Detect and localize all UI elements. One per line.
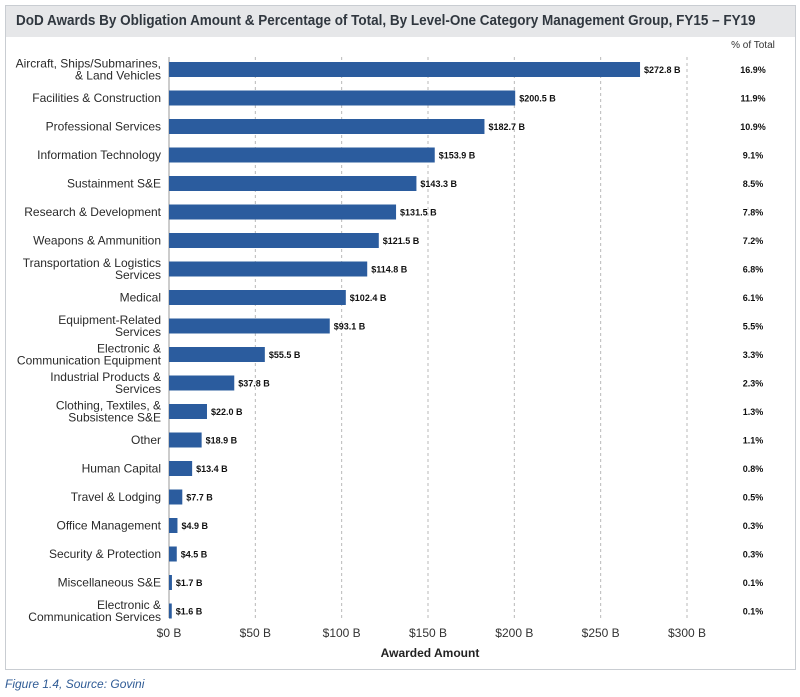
- value-label: $1.6 B: [176, 607, 203, 617]
- x-tick-label: $100 B: [323, 626, 361, 640]
- percent-label: 7.8%: [743, 208, 764, 218]
- value-label: $4.5 B: [181, 550, 208, 560]
- title-bar: DoD Awards By Obligation Amount & Percen…: [6, 6, 795, 37]
- percent-label: 11.9%: [740, 94, 765, 104]
- category-label: Electronic & Communication Equipment: [17, 342, 162, 368]
- x-tick-label: $200 B: [495, 626, 533, 640]
- bar: [169, 233, 379, 248]
- bar: [169, 119, 485, 134]
- category-label: Sustainment S&E: [67, 177, 161, 191]
- category-label: Transportation & Logistics Services: [23, 256, 161, 282]
- bar: [169, 375, 235, 391]
- figure-caption: Figure 1.4, Source: Govini: [5, 677, 145, 691]
- category-label: Aircraft, Ships/Submarines, & Land Vehicl…: [16, 57, 161, 83]
- bar: [169, 347, 265, 362]
- value-label: $4.9 B: [181, 521, 208, 531]
- x-tick-label: $0 B: [157, 626, 182, 640]
- bar: [169, 461, 193, 476]
- bar: [169, 261, 368, 277]
- category-label: Professional Services: [46, 120, 161, 134]
- percent-label: 7.2%: [743, 236, 764, 246]
- category-label: Information Technology: [37, 148, 161, 162]
- category-label: Office Management: [56, 519, 161, 533]
- bar: [169, 318, 330, 334]
- percent-label: 5.5%: [743, 322, 764, 332]
- bar: [169, 290, 346, 305]
- value-label: $121.5 B: [383, 236, 420, 246]
- bar: [169, 62, 641, 77]
- bar: [169, 432, 202, 448]
- bar: [169, 176, 417, 191]
- bar: [169, 603, 172, 619]
- bar: [169, 204, 397, 220]
- percent-label: 0.5%: [743, 493, 764, 503]
- category-label: Medical: [120, 291, 161, 305]
- value-label: $182.7 B: [488, 122, 525, 132]
- bar: [169, 575, 172, 590]
- category-label: Security & Protection: [49, 547, 161, 561]
- chart-title: DoD Awards By Obligation Amount & Percen…: [16, 13, 756, 29]
- percent-label: 9.1%: [743, 151, 764, 161]
- percent-label: 2.3%: [743, 379, 764, 389]
- x-tick-label: $250 B: [582, 626, 620, 640]
- percent-label: 1.1%: [743, 436, 764, 446]
- value-label: $200.5 B: [519, 94, 556, 104]
- percent-label: 10.9%: [740, 122, 766, 132]
- value-label: $102.4 B: [350, 293, 387, 303]
- percent-label: 3.3%: [743, 350, 764, 360]
- category-label: Electronic & Communication Services: [28, 598, 161, 624]
- value-label: $18.9 B: [206, 436, 238, 446]
- bar: [169, 546, 177, 562]
- value-label: $153.9 B: [439, 151, 476, 161]
- bar: [169, 489, 183, 505]
- category-label: Industrial Products & Services: [50, 370, 161, 396]
- percent-label: 16.9%: [740, 65, 766, 75]
- value-label: $55.5 B: [269, 350, 301, 360]
- value-label: $114.8 B: [371, 265, 408, 275]
- percent-label: 6.8%: [743, 265, 764, 275]
- value-label: $272.8 B: [644, 65, 681, 75]
- value-label: $37.8 B: [238, 379, 270, 389]
- bar: [169, 147, 435, 163]
- category-label: Other: [131, 433, 161, 447]
- category-label: Weapons & Ammunition: [33, 234, 161, 248]
- category-label: Equipment-Related Services: [58, 313, 161, 339]
- percent-label: 1.3%: [743, 407, 764, 417]
- bar: [169, 90, 516, 106]
- bar: [169, 404, 207, 419]
- x-tick-label: $50 B: [240, 626, 271, 640]
- category-label: Clothing, Textiles, & Subsistence S&E: [56, 399, 161, 425]
- category-label: Human Capital: [82, 462, 161, 476]
- value-label: $143.3 B: [420, 179, 457, 189]
- percent-label: 0.1%: [743, 607, 764, 617]
- bar: [169, 518, 178, 533]
- category-label: Miscellaneous S&E: [58, 576, 161, 590]
- value-label: $7.7 B: [186, 493, 213, 503]
- percent-label: 6.1%: [743, 293, 764, 303]
- percent-label: 8.5%: [743, 179, 764, 189]
- category-label: Research & Development: [24, 205, 161, 219]
- value-label: $22.0 B: [211, 407, 243, 417]
- value-label: $1.7 B: [176, 578, 203, 588]
- percent-header: % of Total: [731, 40, 775, 51]
- percent-label: 0.3%: [743, 550, 764, 560]
- x-axis-title: Awarded Amount: [381, 646, 480, 660]
- x-tick-label: $150 B: [409, 626, 447, 640]
- percent-label: 0.1%: [743, 578, 764, 588]
- percent-label: 0.8%: [743, 464, 764, 474]
- percent-label: 0.3%: [743, 521, 764, 531]
- value-label: $131.5 B: [400, 208, 437, 218]
- value-label: $93.1 B: [334, 322, 366, 332]
- chart-frame: DoD Awards By Obligation Amount & Percen…: [5, 5, 796, 670]
- category-label: Travel & Lodging: [71, 490, 161, 504]
- x-tick-label: $300 B: [668, 626, 706, 640]
- value-label: $13.4 B: [196, 464, 228, 474]
- category-label: Facilities & Construction: [32, 91, 161, 105]
